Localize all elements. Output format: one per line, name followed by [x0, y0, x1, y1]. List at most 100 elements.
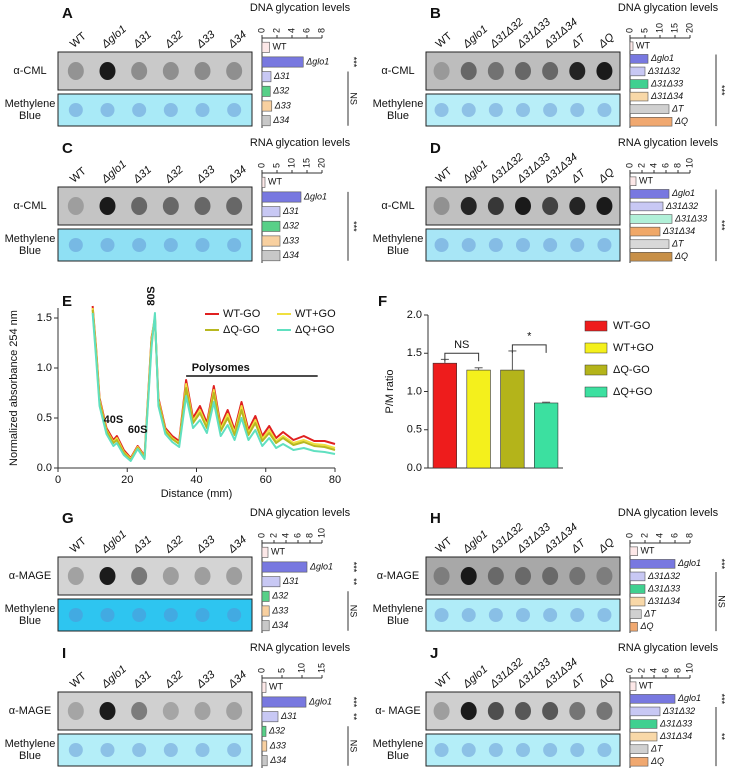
blot-spot	[542, 702, 559, 720]
panel-label: F	[378, 293, 387, 310]
x-tick-label: 8	[672, 668, 682, 673]
bar-label: WT	[636, 41, 650, 51]
significance-label: **	[717, 733, 727, 741]
bar	[261, 725, 267, 737]
bar	[629, 757, 649, 767]
blot-spot	[67, 62, 84, 80]
bar-label: Δ32	[268, 726, 285, 736]
lane-label: Δ32	[162, 669, 186, 691]
significance-label: NS	[717, 595, 727, 608]
x-tick-label: 6	[292, 533, 302, 538]
bar	[629, 79, 649, 89]
blot-spot	[569, 567, 586, 585]
blot-spot	[131, 62, 148, 80]
lane-label: ΔQ	[596, 536, 617, 556]
blot-spot	[68, 238, 83, 252]
significance-label: ***	[349, 221, 359, 232]
y-tick-label: 0.0	[407, 462, 422, 474]
bar	[261, 176, 266, 188]
bar-label: Δglo1	[305, 56, 329, 66]
blot-spot	[516, 238, 530, 252]
blot	[57, 228, 253, 262]
blot-spot	[516, 743, 530, 757]
blot-spot	[194, 62, 211, 80]
panel-label: G	[62, 510, 74, 527]
blot-label: Methylene	[5, 98, 56, 110]
lane-label: Δ34	[225, 29, 249, 51]
bar	[261, 561, 308, 573]
bar	[261, 590, 270, 602]
bar-label: Δ31Δ34	[659, 731, 692, 741]
blot-spot	[570, 743, 585, 757]
x-tick-label: 8	[316, 28, 326, 33]
x-tick-label: 40	[190, 474, 202, 486]
bar	[261, 220, 281, 232]
bar	[629, 719, 658, 729]
legend-label: WT-GO	[613, 320, 651, 332]
blot-spot	[131, 197, 148, 215]
x-tick-label: 0	[624, 533, 634, 538]
bar	[629, 201, 664, 212]
annotation: Polysomes	[192, 362, 250, 374]
lane-label: Δ33	[194, 533, 218, 556]
bar-label: Δ33	[269, 740, 286, 750]
blot-spot	[163, 743, 178, 757]
bar	[261, 41, 270, 53]
panel-label: E	[62, 293, 72, 310]
blot-label: Blue	[19, 245, 41, 257]
blot-spot	[226, 62, 243, 80]
x-tick-label: 20	[121, 474, 133, 486]
blot	[425, 93, 621, 127]
blot-spot	[597, 743, 612, 757]
bar-label: Δ31Δ33	[674, 213, 707, 223]
blot-spot	[99, 702, 116, 720]
legend-label: ΔQ+GO	[613, 386, 653, 398]
blot-spot	[227, 103, 242, 117]
panel-label: D	[430, 140, 441, 157]
legend-swatch	[584, 342, 608, 354]
lane-label: WT	[68, 30, 89, 50]
x-tick-label: 20	[684, 23, 694, 33]
blot	[425, 51, 621, 91]
bar	[261, 740, 268, 752]
bar-label: Δ31Δ32	[662, 706, 695, 716]
x-tick-label: 2	[268, 533, 278, 538]
bar	[629, 694, 676, 704]
blot-spot	[488, 238, 503, 252]
blot-spot	[433, 567, 450, 585]
x-tick-label: 8	[684, 533, 694, 538]
bar	[629, 239, 670, 249]
x-tick-label: 2	[636, 163, 646, 168]
significance-label: **	[349, 578, 359, 586]
blot-spot	[515, 62, 531, 80]
blot-label: α-CML	[13, 200, 46, 212]
lane-label: WT	[434, 30, 455, 50]
bar-label: Δ31	[280, 711, 297, 721]
blot-spot	[67, 197, 84, 215]
blot-label: Methylene	[5, 233, 56, 245]
significance-label: NS	[349, 740, 359, 753]
blot-spot	[433, 197, 450, 215]
blot-spot	[460, 197, 477, 215]
blot-spot	[131, 702, 148, 720]
bar-label: Δ34	[282, 250, 299, 260]
x-tick-label: 4	[280, 533, 290, 538]
x-tick-label: 8	[304, 533, 314, 538]
y-tick-label: 1.5	[407, 347, 422, 359]
blot-spot	[596, 197, 613, 215]
blot-spot	[162, 62, 179, 80]
x-tick-label: 0	[624, 28, 634, 33]
blot-spot	[596, 567, 613, 585]
x-tick-label: 6	[660, 668, 670, 673]
bar-label: ΔQ	[674, 251, 688, 261]
y-axis-label: P/M ratio	[384, 369, 396, 413]
panel-label: H	[430, 510, 441, 527]
blot-spot	[488, 608, 503, 622]
x-tick-label: 10	[654, 23, 664, 33]
blot	[425, 691, 621, 731]
lane-label: ΔQ	[596, 166, 617, 186]
bar	[261, 620, 270, 632]
legend-label: WT+GO	[613, 342, 654, 354]
x-tick-label: 8	[672, 163, 682, 168]
lane-label: Δ34	[225, 164, 249, 186]
